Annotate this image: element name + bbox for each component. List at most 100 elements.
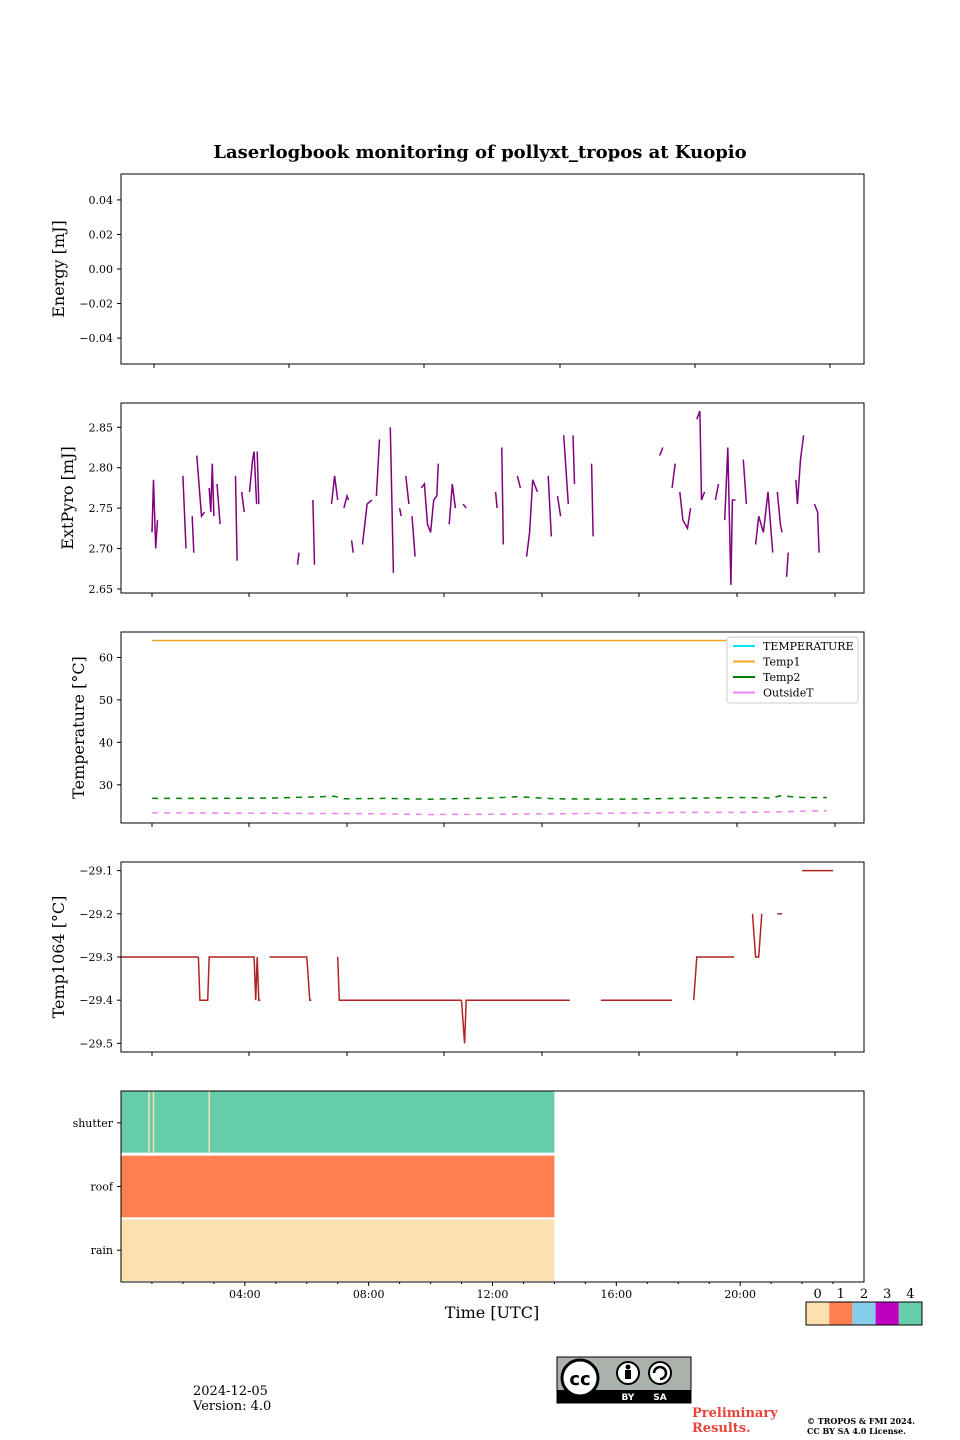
- y-tick-label: 2.75: [89, 502, 114, 515]
- y-tick-label: 2.65: [89, 583, 114, 596]
- y-tick-label: −29.3: [79, 951, 113, 964]
- data-line-segment: [679, 491, 692, 531]
- data-line-segment: [692, 956, 734, 1001]
- colorbar-cell: [806, 1302, 830, 1325]
- data-line-segment: [389, 427, 395, 573]
- legend-label: OutsideT: [763, 687, 814, 700]
- y-tick-label: 60: [99, 651, 113, 664]
- colorbar-label: 0: [813, 1287, 821, 1302]
- data-line-segment: [398, 507, 402, 517]
- colorbar-label: 4: [906, 1287, 914, 1302]
- data-line-segment: [723, 447, 736, 585]
- data-line-segment: [556, 495, 562, 517]
- series-line-outsidet: [151, 809, 827, 816]
- legend-box: [726, 636, 859, 704]
- colorbar-label: 2: [860, 1287, 868, 1302]
- data-line-segment: [572, 435, 576, 484]
- plot-frame: [120, 402, 865, 594]
- chart-title: Laserlogbook monitoring of pollyxt_tropo…: [213, 142, 746, 163]
- footer-version: Version: 4.0: [193, 1399, 272, 1414]
- data-line-segment: [350, 540, 354, 553]
- colorbar-cell: [898, 1302, 922, 1325]
- data-line-segment: [494, 491, 498, 509]
- y-tick-label: −29.1: [79, 865, 113, 878]
- data-line-segment: [151, 479, 159, 549]
- data-line-segment: [795, 435, 805, 505]
- x-tick-label: 20:00: [724, 1288, 756, 1301]
- badge-sa-label: SA: [653, 1393, 666, 1403]
- data-line-segment: [216, 483, 221, 525]
- data-line-segment: [671, 463, 676, 488]
- data-line-segment: [240, 491, 245, 513]
- share-alike-icon: [648, 1361, 672, 1385]
- series-line-temp2: [152, 795, 827, 800]
- x-tick-label: 04:00: [229, 1288, 261, 1301]
- colorbar-cell: [852, 1302, 876, 1325]
- data-line-segment: [248, 451, 258, 505]
- data-line-segment: [742, 459, 748, 505]
- y-tick-label: 0.02: [89, 228, 114, 241]
- legend-label: TEMPERATURE: [763, 640, 854, 653]
- x-tick-label: 12:00: [477, 1288, 509, 1301]
- y-axis-label: Temperature [°C]: [69, 656, 88, 799]
- legend-label: Temp1: [763, 656, 800, 669]
- panel-2: 2.65 2.70 2.75 2.80 2.85 ExtPyro [mJ]: [58, 402, 865, 597]
- colorbar-frame: [805, 1301, 923, 1326]
- y-tick-label: −29.5: [79, 1037, 113, 1050]
- cc-license-badge: cc BY SA: [556, 1356, 692, 1404]
- copyright-line1: © TROPOS & FMI 2024.: [807, 1416, 916, 1426]
- y-tick-label: 2.80: [89, 462, 114, 475]
- x-tick-label: 08:00: [353, 1288, 385, 1301]
- y-tick-label: −29.2: [79, 908, 113, 921]
- data-line-segment: [460, 999, 570, 1044]
- data-line-segment: [191, 516, 195, 553]
- data-line-segment: [462, 503, 467, 509]
- data-line-segment: [256, 451, 260, 505]
- data-line-segment: [696, 410, 706, 501]
- plot-frame: [120, 631, 865, 824]
- data-line-segment: [420, 463, 440, 533]
- data-line-segment: [330, 475, 339, 505]
- data-line-segment: [336, 956, 462, 1001]
- preliminary-line1: Preliminary: [692, 1406, 778, 1421]
- row-label: shutter: [73, 1117, 114, 1130]
- y-tick-label: 30: [99, 779, 113, 792]
- y-tick-label: −0.02: [79, 298, 113, 311]
- y-tick-label: 0.04: [89, 194, 114, 207]
- x-tick-label: 16:00: [600, 1288, 632, 1301]
- data-line-segment: [312, 499, 316, 565]
- data-line-segment: [182, 475, 187, 549]
- data-line-segment: [375, 439, 381, 497]
- data-line-segment: [525, 479, 539, 557]
- panel-5: shutter roof rain 04:00 08:00 12:00 16:00 20:00…: [73, 1090, 923, 1326]
- data-line-segment: [754, 491, 774, 553]
- data-line-segment: [658, 447, 664, 456]
- colorbar-label: 3: [883, 1287, 891, 1302]
- badge-by-label: BY: [622, 1393, 635, 1403]
- y-axis-label: ExtPyro [mJ]: [58, 446, 77, 549]
- data-line-segment: [547, 475, 553, 537]
- y-tick-label: −0.04: [79, 332, 113, 345]
- svg-text:cc: cc: [569, 1369, 590, 1390]
- status-band-roof: [121, 1155, 555, 1218]
- data-line-segment: [197, 956, 261, 1001]
- data-line-segment: [785, 552, 789, 577]
- data-line-segment: [411, 516, 416, 557]
- data-line-segment: [590, 463, 594, 537]
- colorbar-label: 1: [837, 1287, 845, 1302]
- data-line-segment: [776, 491, 783, 533]
- plot-frame: [120, 173, 865, 365]
- data-line-segment: [208, 463, 215, 517]
- copyright-note: © TROPOS & FMI 2024. CC BY SA 4.0 Licens…: [807, 1416, 915, 1436]
- data-line-segment: [343, 493, 350, 509]
- colorbar-cell: [829, 1302, 853, 1325]
- data-line-segment: [296, 552, 300, 565]
- y-tick-label: 2.85: [89, 421, 114, 434]
- data-line-segment: [196, 455, 206, 519]
- panel-1: −0.04 −0.02 0.00 0.02 0.04 Energy [mJ]: [49, 173, 865, 368]
- cc-icon: [560, 1358, 600, 1398]
- x-axis-label: Time [UTC]: [445, 1303, 539, 1322]
- footer-info: 2024-12-05 Version: 4.0: [193, 1384, 271, 1414]
- y-axis-label: Temp1064 [°C]: [49, 896, 68, 1019]
